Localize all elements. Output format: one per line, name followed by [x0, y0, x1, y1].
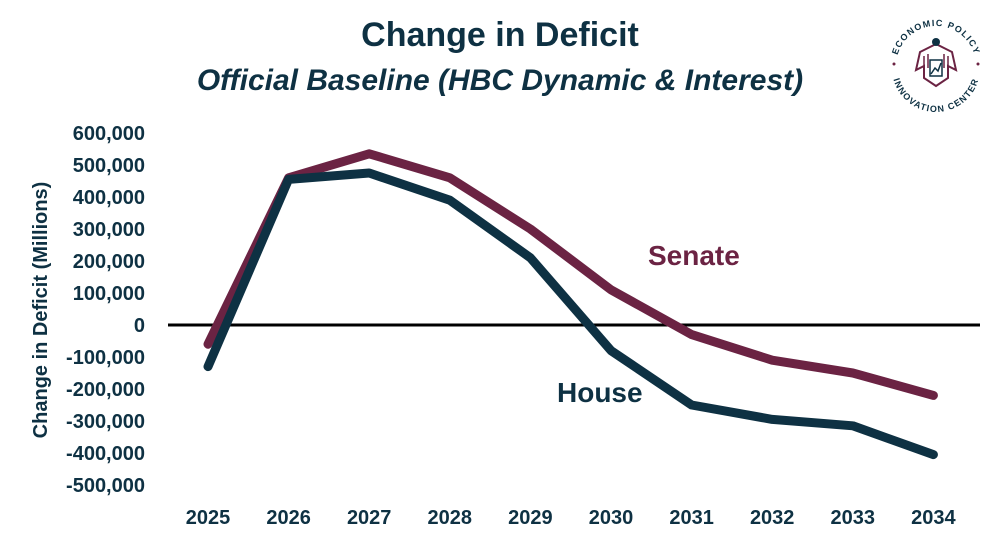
- x-tick-label: 2027: [347, 507, 392, 529]
- y-tick-label: -200,000: [66, 379, 145, 401]
- x-tick-label: 2025: [186, 507, 231, 529]
- epic-logo: ECONOMIC POLICY INNOVATION CENTER: [890, 18, 981, 114]
- y-tick-label: -300,000: [66, 411, 145, 433]
- y-tick-label: 400,000: [73, 187, 145, 209]
- x-tick-label: 2031: [669, 507, 714, 529]
- chart-subtitle: Official Baseline (HBC Dynamic & Interes…: [196, 64, 804, 97]
- house-series-label: House: [557, 377, 643, 408]
- x-tick-label: 2030: [589, 507, 634, 529]
- y-tick-label: -100,000: [66, 347, 145, 369]
- chart-title: Change in Deficit: [361, 16, 639, 54]
- y-tick-label: -400,000: [66, 443, 145, 465]
- x-tick-label: 2034: [911, 507, 956, 529]
- senate-series-line: [203, 149, 938, 400]
- y-tick-label: 600,000: [73, 123, 145, 145]
- eagle-icon: [892, 38, 980, 88]
- y-axis-label: Change in Deficit (Millions): [30, 182, 52, 439]
- y-tick-label: 500,000: [73, 155, 145, 177]
- y-tick-label: 300,000: [73, 219, 145, 241]
- x-axis-ticks: 2025 2026 2027 2028 2029 2030 2031 2032 2033 2034: [186, 507, 957, 529]
- y-tick-label: 0: [134, 315, 145, 337]
- house-series-line: [203, 168, 938, 460]
- y-tick-label: 100,000: [73, 283, 145, 305]
- y-tick-label: 200,000: [73, 251, 145, 273]
- senate-series-label: Senate: [648, 240, 740, 271]
- x-tick-label: 2028: [428, 507, 473, 529]
- series-lines: [203, 149, 938, 460]
- x-tick-label: 2029: [508, 507, 553, 529]
- y-axis-ticks: 600,000 500,000 400,000 300,000 200,000 100,0…: [66, 123, 145, 497]
- y-tick-label: -500,000: [66, 475, 145, 497]
- x-tick-label: 2033: [831, 507, 876, 529]
- x-tick-label: 2032: [750, 507, 795, 529]
- x-tick-label: 2026: [266, 507, 311, 529]
